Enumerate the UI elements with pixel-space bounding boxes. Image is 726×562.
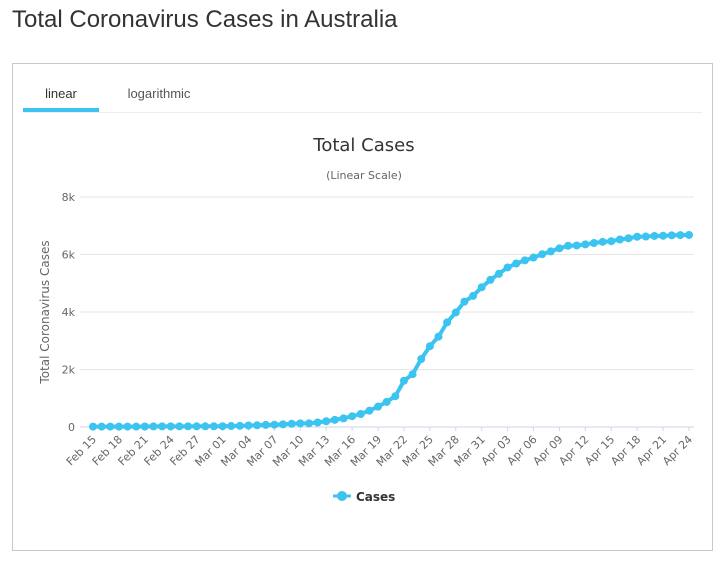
data-point[interactable] — [106, 422, 115, 431]
data-point[interactable] — [261, 420, 270, 429]
data-point[interactable] — [253, 421, 262, 430]
data-point[interactable] — [443, 318, 452, 327]
scale-tabs: linear logarithmic — [23, 64, 702, 113]
data-point[interactable] — [201, 422, 210, 431]
data-point[interactable] — [114, 422, 123, 431]
data-point[interactable] — [322, 417, 331, 426]
x-tick-label: Apr 24 — [660, 433, 695, 468]
chart-title: Total Cases — [312, 135, 414, 156]
data-point[interactable] — [615, 235, 624, 244]
data-point[interactable] — [451, 308, 460, 317]
data-point[interactable] — [538, 250, 547, 259]
data-point[interactable] — [330, 415, 339, 424]
data-point[interactable] — [434, 332, 443, 341]
data-point[interactable] — [287, 419, 296, 428]
data-point[interactable] — [166, 422, 175, 431]
y-tick-label: 6k — [62, 249, 76, 262]
y-tick-label: 0 — [68, 421, 75, 434]
data-point[interactable] — [408, 370, 417, 379]
data-point[interactable] — [382, 397, 391, 406]
data-point[interactable] — [555, 244, 564, 253]
data-point[interactable] — [546, 247, 555, 256]
data-point[interactable] — [97, 422, 106, 431]
data-point[interactable] — [529, 253, 538, 262]
y-tick-label: 2k — [62, 364, 76, 377]
data-point[interactable] — [244, 421, 253, 430]
data-point[interactable] — [270, 420, 279, 429]
data-point[interactable] — [624, 234, 633, 243]
data-point[interactable] — [425, 342, 434, 351]
data-point[interactable] — [399, 376, 408, 385]
data-point[interactable] — [494, 269, 503, 278]
data-point[interactable] — [132, 422, 141, 431]
page-title: Total Coronavirus Cases in Australia — [12, 6, 398, 33]
data-point[interactable] — [140, 422, 149, 431]
y-tick-label: 8k — [62, 191, 76, 204]
data-point[interactable] — [512, 259, 521, 268]
data-point[interactable] — [581, 240, 590, 249]
data-point[interactable] — [676, 231, 685, 240]
data-point[interactable] — [589, 239, 598, 247]
data-point[interactable] — [356, 410, 365, 419]
data-point[interactable] — [175, 422, 184, 431]
data-point[interactable] — [469, 291, 478, 300]
data-point[interactable] — [598, 237, 607, 246]
data-point[interactable] — [304, 419, 313, 428]
data-point[interactable] — [607, 237, 616, 246]
data-point[interactable] — [564, 241, 573, 250]
data-point[interactable] — [218, 422, 227, 431]
y-axis-title: Total Coronavirus Cases — [38, 240, 52, 384]
data-point[interactable] — [227, 422, 236, 431]
data-point[interactable] — [685, 230, 693, 239]
data-point[interactable] — [313, 418, 322, 427]
data-point[interactable] — [477, 283, 486, 292]
data-point[interactable] — [184, 422, 193, 431]
data-point[interactable] — [123, 422, 132, 431]
chart-panel: linear logarithmic — [12, 63, 713, 551]
data-point[interactable] — [650, 231, 659, 240]
data-point[interactable] — [192, 422, 201, 431]
data-point[interactable] — [279, 420, 288, 429]
data-point[interactable] — [391, 392, 400, 401]
data-point[interactable] — [667, 231, 676, 240]
chart-subtitle: (Linear Scale) — [326, 169, 402, 182]
data-point[interactable] — [296, 419, 305, 428]
data-point[interactable] — [503, 263, 512, 272]
data-point[interactable] — [417, 355, 426, 364]
data-point[interactable] — [209, 422, 218, 431]
data-point[interactable] — [149, 422, 158, 431]
data-point[interactable] — [659, 231, 668, 240]
data-point[interactable] — [339, 414, 348, 423]
data-point[interactable] — [374, 402, 383, 411]
data-point[interactable] — [158, 422, 167, 431]
legend-label-cases[interactable]: Cases — [356, 490, 395, 504]
data-point[interactable] — [348, 412, 357, 421]
tab-logarithmic[interactable]: logarithmic — [127, 86, 191, 101]
legend-marker-cases — [337, 491, 347, 501]
tab-linear[interactable]: linear — [23, 86, 99, 112]
data-point[interactable] — [641, 232, 650, 241]
data-point[interactable] — [633, 232, 642, 241]
data-point[interactable] — [486, 275, 495, 284]
data-point[interactable] — [572, 241, 581, 250]
data-point[interactable] — [365, 406, 374, 415]
data-point[interactable] — [520, 256, 529, 265]
data-point[interactable] — [235, 421, 244, 430]
legend: Cases — [333, 490, 395, 504]
data-point[interactable] — [460, 297, 469, 306]
y-tick-label: 4k — [62, 306, 76, 319]
series-line-cases — [93, 232, 690, 429]
data-point[interactable] — [89, 422, 97, 431]
